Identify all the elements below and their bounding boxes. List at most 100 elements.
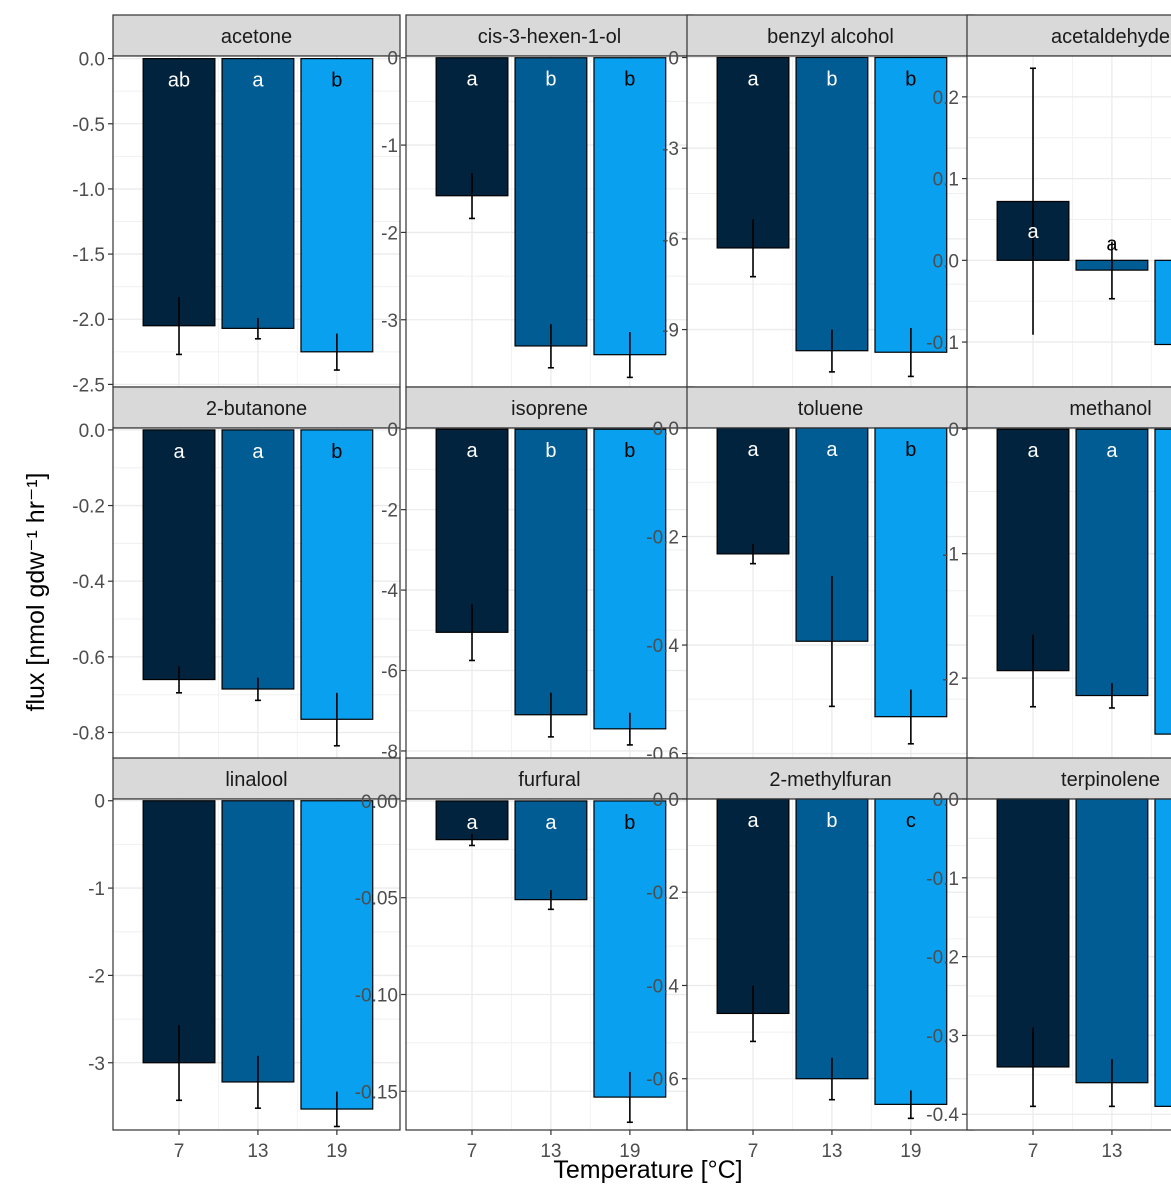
y-tick-label: 0.0 (79, 50, 105, 71)
y-tick-label: -2 (942, 669, 959, 690)
significance-letter: b (624, 440, 635, 462)
y-tick-label: -0.2 (926, 948, 959, 969)
x-tick-label: 13 (1101, 1141, 1122, 1162)
significance-letter: a (252, 441, 264, 463)
strip-benzyl-alcohol (686, 14, 975, 57)
bar-acetaldehyde-19 (1154, 259, 1171, 346)
bar-methanol-7 (996, 428, 1070, 672)
strip-acetaldehyde (966, 14, 1171, 57)
x-axis-title: Temperature [°C] (553, 1156, 742, 1184)
panel-title-linalool: linalool (225, 769, 287, 791)
y-tick-label: -2 (381, 501, 398, 522)
significance-letter: c (906, 810, 916, 832)
significance-letter: b (545, 440, 556, 462)
y-tick-label: -0.3 (926, 1026, 959, 1047)
y-tick-label: 0 (387, 49, 398, 70)
panel-cis-3-hexen-1-ol: cis-3-hexen-1-ol 0 -1 -2 -3 a b b (381, 14, 694, 388)
y-tick-label: 0.00 (361, 792, 398, 813)
bar-benzyl-alcohol-7 (716, 56, 790, 249)
y-tick-label: -0.4 (646, 976, 679, 997)
x-tick-label: 19 (619, 1141, 640, 1162)
bar-toluene-19 (874, 427, 948, 718)
bar-linalool-19 (300, 800, 374, 1110)
y-tick-label: -0.2 (646, 883, 679, 904)
significance-letter: b (545, 69, 556, 91)
y-tick-label: -0.05 (355, 889, 398, 910)
x-tick-label: 7 (1028, 1141, 1039, 1162)
y-tick-label: -3 (88, 1054, 105, 1075)
significance-letter: a (466, 812, 478, 834)
bar-benzyl-alcohol-19 (874, 56, 948, 353)
panel-furfural: furfural 0.00 -0.05 -0.10 -0.15 a a b (355, 757, 694, 1131)
panel-title-isoprene: isoprene (511, 398, 588, 420)
strip-furfural (405, 757, 694, 800)
y-tick-label: -0.4 (646, 636, 679, 657)
y-tick-label: -9 (662, 321, 679, 342)
bar-2-butanone-13 (221, 429, 295, 690)
y-tick-label: 0.0 (933, 251, 959, 272)
significance-letter: b (905, 69, 916, 91)
bar-methanol-13 (1075, 428, 1149, 697)
y-tick-label: -0.2 (72, 497, 105, 518)
strip-toluene (686, 386, 975, 429)
y-tick-label: 0 (948, 420, 959, 441)
significance-letter: b (331, 70, 342, 92)
y-tick-label: 0 (668, 49, 679, 70)
panel-border (112, 798, 401, 1131)
panel-benzyl-alcohol: benzyl alcohol 0 -3 -6 -9 a b b (662, 14, 975, 388)
y-tick-label: -0.6 (72, 648, 105, 669)
panel-title-furfural: furfural (518, 769, 580, 791)
bar-terpinolene-7 (996, 798, 1070, 1068)
panel-2-methylfuran: 2-methylfuran 0.0 -0.2 -0.4 -0.6 a b c (646, 757, 975, 1131)
strip-isoprene (405, 386, 694, 429)
y-tick-label: -3 (662, 139, 679, 160)
y-tick-label: -1 (942, 545, 959, 566)
y-tick-label: 0 (94, 792, 105, 813)
y-tick-label: -0.4 (926, 1105, 959, 1126)
significance-letter: a (466, 440, 478, 462)
bar-2-methylfuran-19 (874, 798, 948, 1105)
bar-acetone-19 (300, 58, 374, 353)
bar-acetone-13 (221, 58, 295, 329)
panel-title-methanol: methanol (1069, 398, 1151, 420)
significance-letter: a (1027, 440, 1039, 462)
y-tick-label: -0.6 (646, 1070, 679, 1091)
x-tick-label: 13 (540, 1141, 561, 1162)
y-tick-label: 0.1 (933, 170, 959, 191)
y-tick-label: 0.0 (79, 421, 105, 442)
panel-title-benzyl-alcohol: benzyl alcohol (767, 26, 894, 48)
x-tick-label: 7 (467, 1141, 478, 1162)
bar-furfural-19 (593, 800, 667, 1098)
y-tick-label: -2.0 (72, 310, 105, 331)
y-tick-label: -1 (381, 136, 398, 157)
significance-letter: b (826, 69, 837, 91)
y-tick-label: -2.5 (72, 375, 105, 396)
panel-border (966, 798, 1171, 1131)
bar-linalool-13 (221, 800, 295, 1083)
y-tick-label: -6 (662, 230, 679, 251)
y-tick-label: -6 (381, 662, 398, 683)
significance-letter: b (624, 69, 635, 91)
significance-letter: a (1027, 221, 1039, 243)
significance-letter: a (252, 70, 264, 92)
panel-title-acetaldehyde: acetaldehyde (1051, 26, 1170, 48)
y-tick-label: -0.10 (355, 986, 398, 1007)
x-tick-label: 7 (748, 1141, 759, 1162)
bar-terpinolene-13 (1075, 798, 1149, 1084)
significance-letter: b (624, 812, 635, 834)
y-tick-label: -1.0 (72, 180, 105, 201)
bar-acetone-7 (142, 58, 216, 327)
y-tick-label: -0.5 (72, 115, 105, 136)
y-tick-label: -3 (381, 311, 398, 332)
bar-isoprene-19 (593, 428, 667, 730)
significance-letter: a (747, 69, 759, 91)
panel-linalool: linalool 0 -1 -2 -3 (88, 757, 401, 1131)
y-tick-label: -0.2 (646, 528, 679, 549)
y-tick-label: 0.2 (933, 88, 959, 109)
y-tick-label: -4 (381, 581, 398, 602)
